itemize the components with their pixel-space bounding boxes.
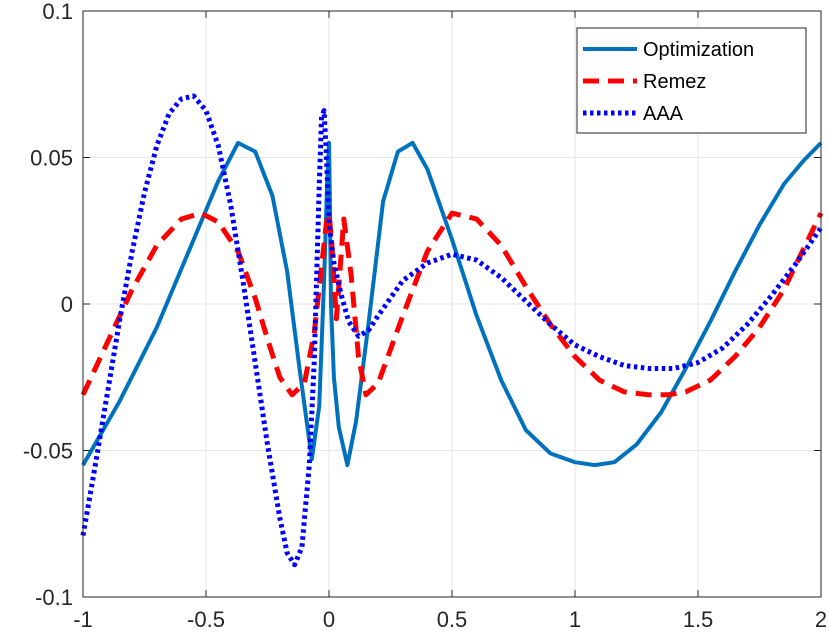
- x-tick-label: 1.5: [683, 607, 714, 632]
- series-line-remez: [80, 210, 824, 398]
- legend-label-aaa: AAA: [643, 103, 684, 125]
- series-line-aaa: [80, 93, 824, 568]
- series-group: [80, 93, 824, 568]
- y-tick-label: 0.05: [30, 146, 73, 171]
- legend-label-remez: Remez: [643, 71, 706, 93]
- y-tick-label: -0.1: [35, 585, 73, 610]
- x-tick-label: 2: [815, 607, 827, 632]
- x-tick-label: 0.5: [437, 607, 468, 632]
- tick-labels: -1 -0.5 0 0.5 1 1.5 2 -0.1 -0.05 0 0.05 0.1: [23, 0, 827, 632]
- legend-label-optimization: Optimization: [643, 39, 754, 61]
- x-tick-label: -0.5: [187, 607, 225, 632]
- y-tick-label: -0.05: [23, 439, 73, 464]
- x-tick-label: 0: [323, 607, 335, 632]
- legend: Optimization Remez AAA: [576, 27, 807, 134]
- y-tick-label: 0.1: [42, 0, 73, 24]
- x-tick-label: -1: [73, 607, 93, 632]
- x-tick-label: 1: [569, 607, 581, 632]
- series-line-optimization: [81, 140, 823, 468]
- y-tick-label: 0: [61, 292, 73, 317]
